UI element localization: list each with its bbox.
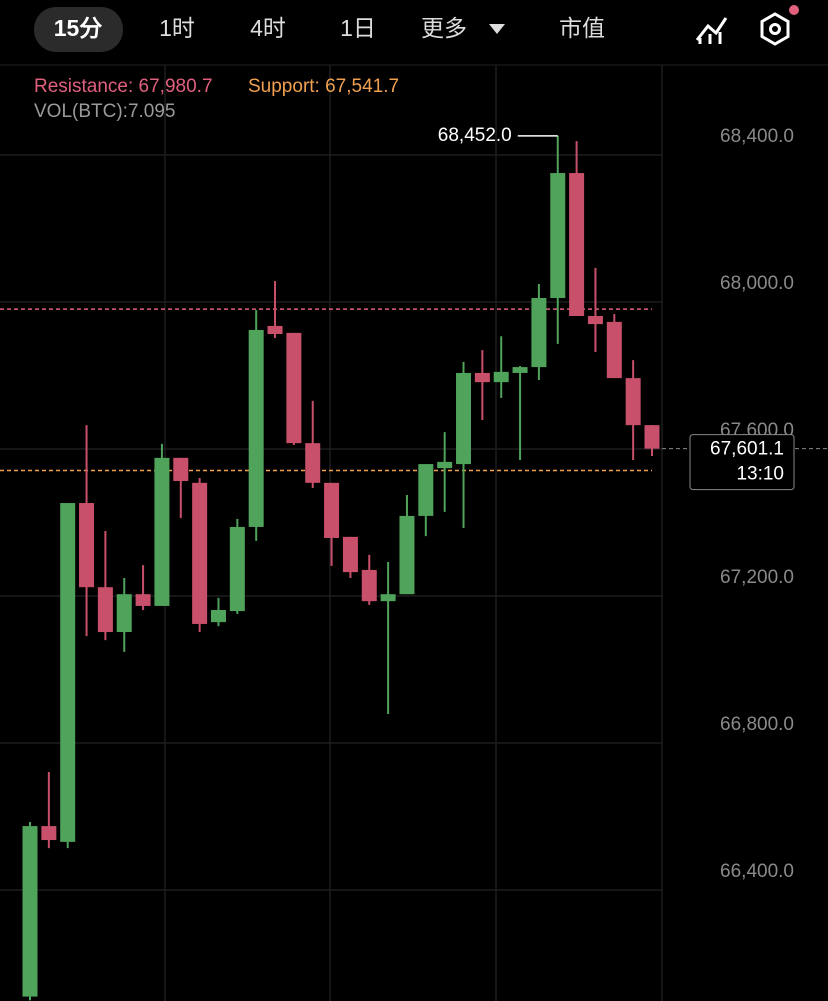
candle-body xyxy=(550,173,566,298)
candle-body xyxy=(361,569,377,602)
countdown: 13:10 xyxy=(736,464,784,485)
candle-body xyxy=(531,297,547,368)
plot: 66,400.066,800.067,200.067,600.068,000.0… xyxy=(0,65,828,1001)
settings-icon[interactable] xyxy=(760,5,799,46)
candle-body xyxy=(587,315,603,325)
candle-body xyxy=(437,461,453,469)
candle-body xyxy=(229,526,245,612)
last-price-label: 67,601.1 xyxy=(710,439,784,460)
candle-body xyxy=(286,332,302,444)
tab[interactable]: 1日 xyxy=(340,15,376,41)
candle-body xyxy=(569,173,585,316)
candle-body xyxy=(474,372,490,383)
candle-body xyxy=(399,515,415,595)
candle-body xyxy=(456,372,472,465)
tab[interactable]: 15分 xyxy=(54,15,103,41)
candle-body xyxy=(79,503,95,588)
candle-body xyxy=(625,378,641,426)
candle-body xyxy=(248,329,264,527)
y-tick-label: 68,400.0 xyxy=(720,126,794,147)
candle-body xyxy=(97,587,113,633)
y-tick-label: 66,400.0 xyxy=(720,861,794,882)
y-tick-label: 67,200.0 xyxy=(720,567,794,588)
candle-body xyxy=(135,594,151,606)
candle-body xyxy=(606,321,622,379)
y-tick-label: 66,800.0 xyxy=(720,714,794,735)
y-tick-label: 68,000.0 xyxy=(720,273,794,294)
candle-body xyxy=(644,425,660,449)
tab[interactable]: 市值 xyxy=(559,15,605,41)
candle-body xyxy=(380,594,396,602)
candle-body xyxy=(210,609,226,623)
last-price-box xyxy=(689,434,795,491)
candle-body xyxy=(493,371,509,383)
candle-body xyxy=(116,594,132,633)
candle-body xyxy=(267,325,283,335)
indicator-icon[interactable] xyxy=(695,17,728,44)
candle-body xyxy=(22,826,38,997)
candle-body xyxy=(60,503,76,842)
support-label: Support: 67,541.7 xyxy=(248,76,399,97)
volume-label: VOL(BTC):7.095 xyxy=(34,101,176,122)
candle-body xyxy=(342,536,358,573)
resistance-label: Resistance: 67,980.7 xyxy=(34,76,213,97)
active-tab-bg xyxy=(34,7,123,52)
tab[interactable]: 1时 xyxy=(159,15,195,41)
tab[interactable]: 更多 xyxy=(421,15,467,41)
candle-body xyxy=(192,482,208,624)
candle-body xyxy=(154,457,170,606)
candle-body xyxy=(305,443,321,483)
candle-body xyxy=(324,482,340,538)
candle-body xyxy=(173,457,189,481)
max-label: 68,452.0 xyxy=(438,125,512,146)
tab[interactable]: 4时 xyxy=(250,15,286,41)
candle-body xyxy=(418,464,434,516)
candle-body xyxy=(512,367,528,373)
candle-body xyxy=(41,826,57,841)
tab-bar: 15分 1时 4时 1日 更多 市值 xyxy=(34,7,605,52)
dropdown-arrow xyxy=(489,24,505,34)
